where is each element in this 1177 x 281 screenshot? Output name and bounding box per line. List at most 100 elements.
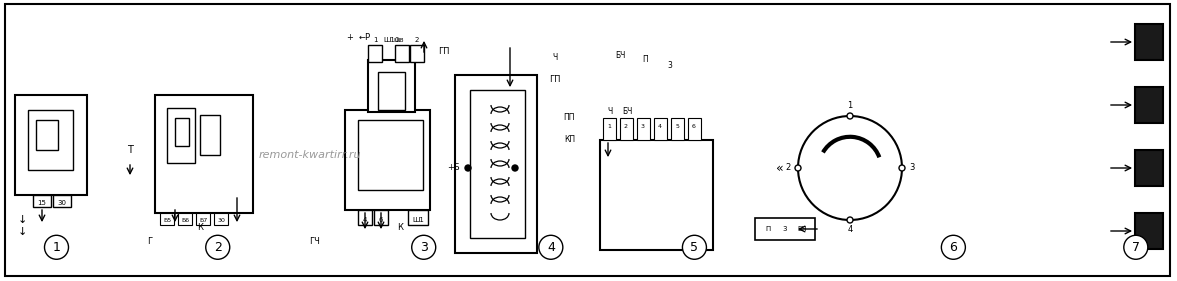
Circle shape (847, 217, 853, 223)
Bar (358, 120, 423, 190)
Circle shape (683, 235, 706, 259)
Bar (455, 75, 537, 253)
Bar (28, 110, 73, 170)
Text: 6: 6 (379, 217, 384, 223)
Text: 2: 2 (785, 164, 791, 173)
Circle shape (206, 235, 230, 259)
Text: ГЧ: ГЧ (310, 237, 320, 246)
Text: 3: 3 (667, 60, 672, 69)
Bar (178, 213, 192, 225)
Text: 4: 4 (847, 225, 852, 235)
Text: 15: 15 (38, 200, 46, 206)
Text: 1: 1 (373, 37, 378, 43)
Bar (36, 120, 58, 150)
Bar (637, 118, 650, 140)
Text: Ч: Ч (552, 53, 558, 62)
Text: ↓: ↓ (18, 215, 27, 225)
Text: БЧ: БЧ (797, 226, 806, 232)
Text: 5: 5 (691, 241, 698, 254)
Text: Б5: Б5 (162, 219, 171, 223)
Text: Ш8: Ш8 (394, 37, 404, 42)
Bar (368, 45, 383, 62)
Text: ←P: ←P (359, 33, 371, 42)
Text: Б7: Б7 (199, 219, 207, 223)
Text: 2: 2 (414, 37, 419, 43)
Text: 3: 3 (783, 226, 787, 232)
Text: 1: 1 (53, 241, 60, 254)
Text: 4: 4 (547, 241, 554, 254)
Bar (671, 118, 684, 140)
Bar (200, 115, 220, 155)
Text: П: П (643, 56, 647, 65)
Bar (53, 195, 71, 207)
Bar (214, 213, 228, 225)
Text: 30: 30 (217, 219, 225, 223)
Text: БЧ: БЧ (621, 108, 632, 117)
Text: 1: 1 (607, 124, 611, 128)
Text: 5: 5 (676, 124, 679, 128)
Text: Б6: Б6 (181, 219, 189, 223)
Text: «: « (776, 162, 784, 175)
Bar (754, 218, 814, 240)
Bar (395, 45, 408, 62)
Text: 7: 7 (1132, 241, 1139, 254)
Bar (1135, 24, 1163, 60)
Circle shape (899, 165, 905, 171)
Text: КП: КП (564, 135, 576, 144)
Text: К: К (197, 223, 202, 232)
Text: 6: 6 (692, 124, 696, 128)
Bar (167, 108, 195, 163)
Bar (408, 210, 428, 225)
Circle shape (465, 165, 471, 171)
Bar (603, 118, 616, 140)
Text: К: К (397, 223, 403, 232)
Bar (600, 140, 713, 250)
Circle shape (847, 113, 853, 119)
Bar (689, 118, 701, 140)
Bar (374, 210, 388, 225)
Text: 1: 1 (847, 101, 852, 110)
Bar (160, 213, 174, 225)
Circle shape (539, 235, 563, 259)
Text: Г: Г (147, 237, 153, 246)
Text: 2: 2 (624, 124, 629, 128)
Bar (410, 45, 424, 62)
Bar (155, 95, 253, 213)
Text: ГП: ГП (550, 76, 560, 85)
Text: 2: 2 (214, 241, 221, 254)
Bar (1135, 150, 1163, 186)
Text: +: + (346, 33, 353, 42)
Circle shape (512, 165, 518, 171)
Text: П: П (765, 226, 771, 232)
Bar (345, 110, 430, 210)
Circle shape (942, 235, 965, 259)
Bar (654, 118, 667, 140)
Bar (15, 95, 87, 195)
Circle shape (794, 165, 802, 171)
Bar (33, 195, 51, 207)
Bar (368, 60, 415, 112)
Text: ГП: ГП (438, 47, 450, 56)
Bar (470, 90, 525, 238)
Text: 6: 6 (950, 241, 957, 254)
Text: +Б: +Б (447, 164, 460, 173)
Text: 30: 30 (58, 200, 66, 206)
Text: 3: 3 (420, 241, 427, 254)
Bar (197, 213, 210, 225)
Text: 4: 4 (363, 217, 367, 223)
Bar (1135, 213, 1163, 249)
Bar (175, 118, 189, 146)
Text: Ш10: Ш10 (384, 37, 400, 43)
Text: ↓: ↓ (18, 227, 27, 237)
Text: БЧ: БЧ (614, 51, 625, 60)
Circle shape (1124, 235, 1148, 259)
Text: 3: 3 (641, 124, 645, 128)
Bar (620, 118, 633, 140)
Text: ПП: ПП (564, 114, 576, 123)
Circle shape (798, 116, 902, 220)
Text: 4: 4 (658, 124, 661, 128)
Bar (1135, 87, 1163, 123)
Text: Ш1: Ш1 (412, 217, 424, 223)
Circle shape (412, 235, 435, 259)
Text: Ч: Ч (607, 108, 612, 117)
